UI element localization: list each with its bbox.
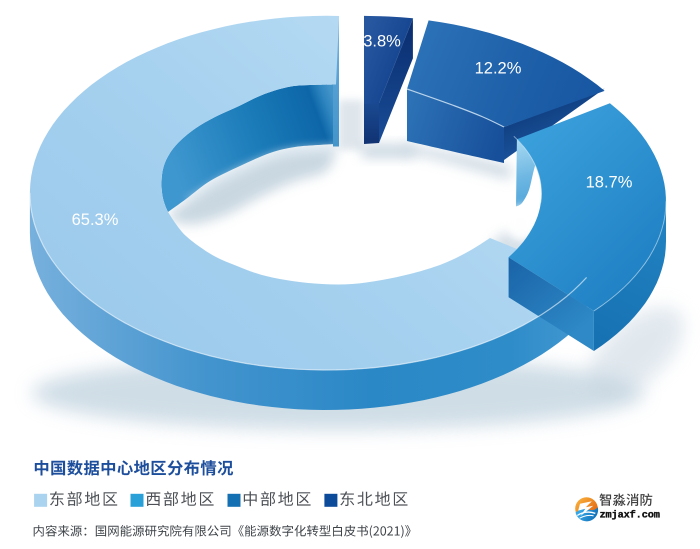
- svg-text:12.2%: 12.2%: [475, 60, 522, 78]
- svg-text:3.8%: 3.8%: [363, 33, 401, 51]
- svg-text:18.7%: 18.7%: [586, 174, 633, 192]
- svg-text:65.3%: 65.3%: [72, 211, 119, 229]
- svg-text:zmjaxf.com: zmjaxf.com: [600, 510, 660, 522]
